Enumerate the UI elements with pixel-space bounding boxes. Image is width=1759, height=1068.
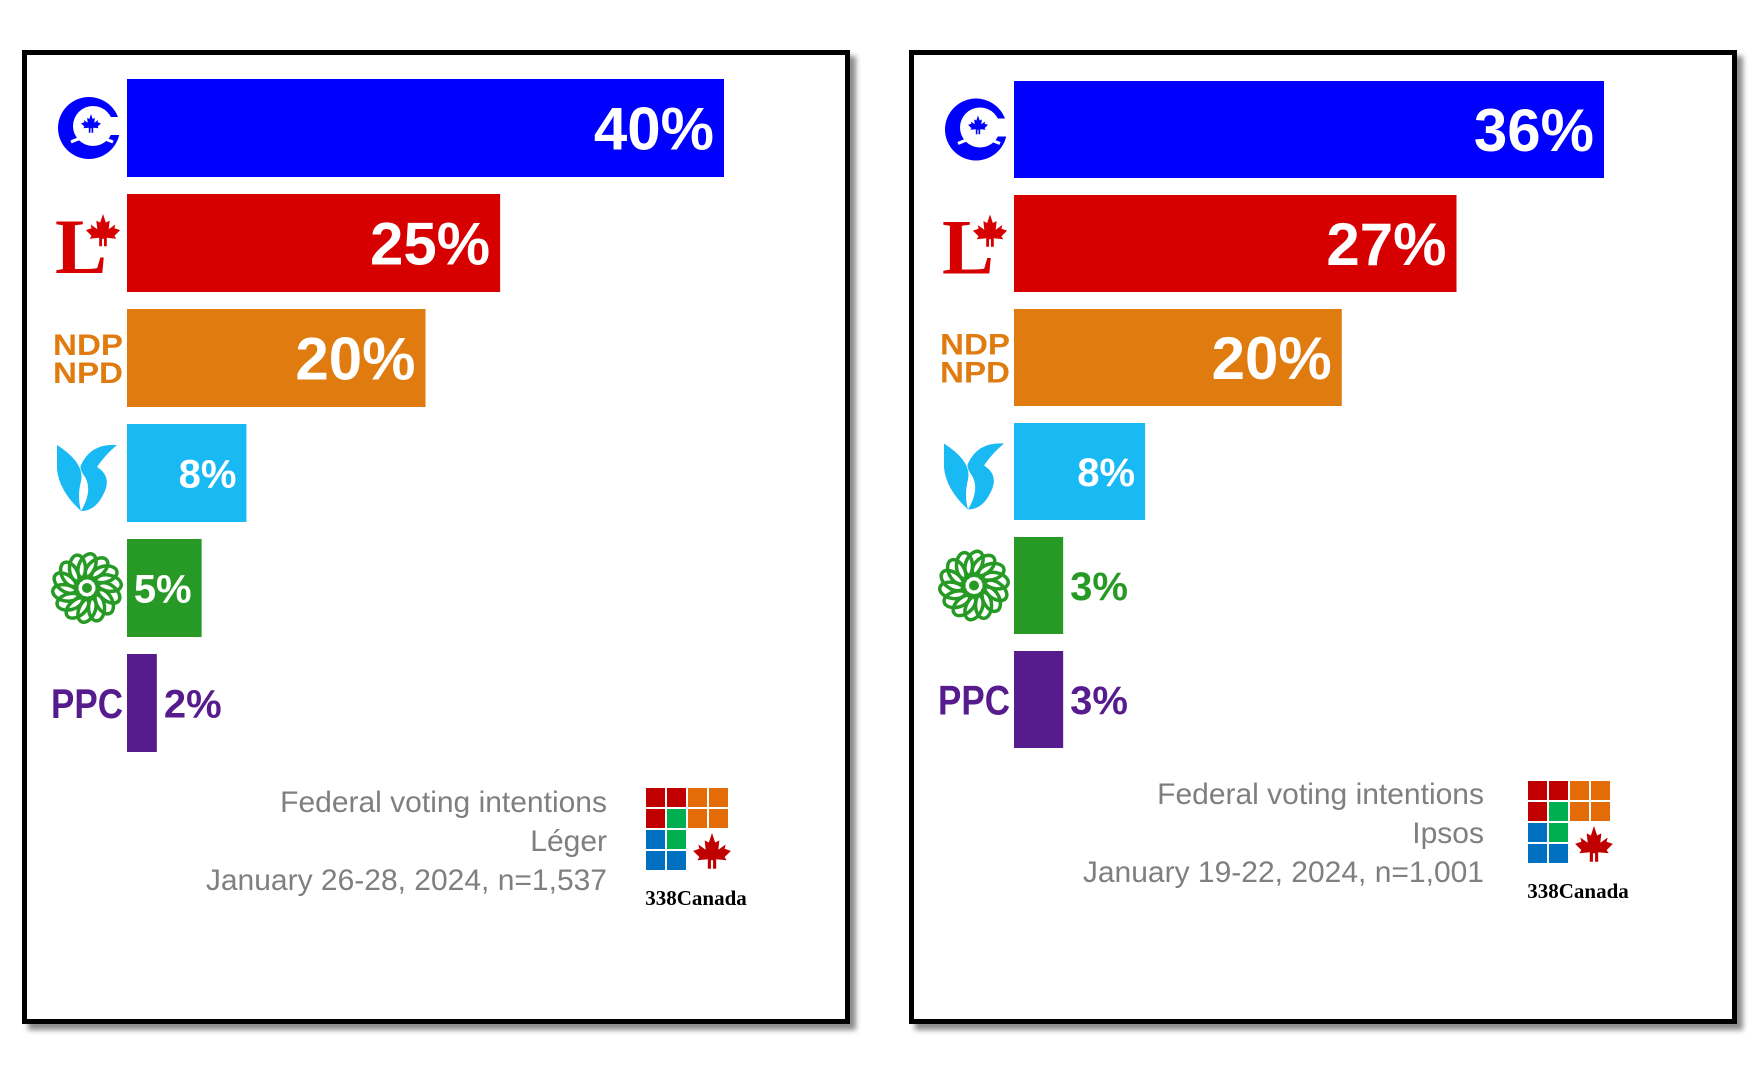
- bloc-logo-icon: [57, 444, 117, 511]
- caption-pollster: Ipsos: [1412, 817, 1484, 850]
- grid-maple-leaf-icon: [646, 788, 731, 870]
- caption-dates: January 19-22, 2024, n=1,001: [1082, 856, 1484, 889]
- brand-name: 338Canada: [645, 886, 747, 910]
- bar-bq: [1014, 423, 1146, 520]
- logo-square: [1570, 802, 1589, 821]
- bar-cpc: [127, 79, 724, 177]
- brand-logo-338canada: 338Canada: [1527, 781, 1629, 903]
- logo-square: [1528, 844, 1547, 863]
- logo-square: [667, 788, 686, 807]
- ppc-logo-text: PPC: [51, 680, 123, 727]
- brand-name: 338Canada: [1527, 879, 1629, 903]
- chart-caption: Federal voting intentions Léger January …: [157, 783, 607, 900]
- bar-lpc: [1014, 195, 1457, 292]
- cpc-logo-icon: [945, 98, 1011, 161]
- liberal-logo-letter: L: [942, 204, 994, 291]
- data-label-ndp: 20%: [295, 326, 415, 393]
- caption-title: Federal voting intentions: [1157, 778, 1484, 811]
- logo-square: [1528, 802, 1547, 821]
- brand-logo-338canada: 338Canada: [645, 788, 747, 910]
- data-label-gpc: 3%: [1070, 565, 1128, 609]
- logo-square: [1549, 844, 1568, 863]
- ndp-logo-text: NDP: [940, 329, 1010, 362]
- maple-leaf-icon: [1575, 826, 1613, 862]
- logo-square: [667, 851, 686, 870]
- green-logo-icon: [50, 551, 124, 625]
- logo-square: [667, 830, 686, 849]
- logo-square: [1570, 781, 1589, 800]
- logo-square: [688, 788, 707, 807]
- logo-square: [709, 809, 728, 828]
- logo-square: [1528, 781, 1547, 800]
- logo-square: [1549, 823, 1568, 842]
- logo-square: [667, 809, 686, 828]
- data-label-bq: 8%: [1077, 451, 1135, 495]
- ppc-logo-text: PPC: [938, 677, 1010, 724]
- data-label-cpc: 36%: [1474, 97, 1594, 164]
- logo-square: [1591, 781, 1610, 800]
- bar-bq: [127, 424, 247, 522]
- logo-square: [646, 830, 665, 849]
- liberal-logo-letter: L: [55, 203, 107, 290]
- cpc-logo-icon: [58, 97, 124, 159]
- caption-title: Federal voting intentions: [280, 786, 607, 819]
- ndp-logo-text: NDP: [53, 329, 123, 362]
- data-label-lpc: 25%: [370, 211, 490, 278]
- bar-ppc: [127, 654, 157, 752]
- caption-dates: January 26-28, 2024, n=1,537: [205, 864, 607, 897]
- data-label-ppc: 3%: [1070, 679, 1128, 723]
- liberal-logo-icon: L: [942, 204, 1008, 291]
- bar-gpc: [127, 539, 202, 637]
- data-label-ndp: 20%: [1212, 325, 1332, 392]
- ppc-logo-icon: PPC: [51, 680, 123, 727]
- bar-gpc: [1014, 537, 1064, 634]
- bar-ppc: [1014, 651, 1064, 748]
- logo-square: [1528, 823, 1547, 842]
- liberal-logo-icon: L: [55, 203, 121, 290]
- logo-square: [646, 851, 665, 870]
- logo-square: [1549, 802, 1568, 821]
- data-label-cpc: 40%: [594, 96, 714, 163]
- grid-maple-leaf-icon: [1528, 781, 1613, 863]
- chart-caption: Federal voting intentions Ipsos January …: [1034, 775, 1484, 892]
- ndp-logo-text: NPD: [53, 357, 123, 390]
- bar-ndp: [127, 309, 426, 407]
- data-label-lpc: 27%: [1326, 211, 1446, 278]
- bar-ndp: [1014, 309, 1342, 406]
- logo-square: [1549, 781, 1568, 800]
- ppc-logo-icon: PPC: [938, 677, 1010, 724]
- logo-square: [1591, 802, 1610, 821]
- ndp-logo-text: NPD: [940, 357, 1010, 390]
- bar-cpc: [1014, 81, 1604, 178]
- logo-square: [709, 788, 728, 807]
- logo-square: [688, 809, 707, 828]
- bar-lpc: [127, 194, 501, 292]
- logo-square: [646, 788, 665, 807]
- data-label-ppc: 2%: [164, 682, 222, 726]
- bloc-logo-icon: [944, 443, 1004, 510]
- poll-chart-ipsos: 36% L 27% NDP NPD 20% 8% 3% PPC 3% Federal voting…: [909, 50, 1737, 1024]
- data-label-gpc: 5%: [134, 567, 192, 611]
- caption-pollster: Léger: [530, 825, 607, 858]
- poll-chart-leger: 40% L 25% NDP NPD 20% 8% 5% PPC 2% Federal voting…: [22, 50, 850, 1024]
- data-label-bq: 8%: [179, 452, 237, 496]
- green-logo-icon: [937, 549, 1011, 622]
- maple-leaf-icon: [693, 833, 731, 869]
- logo-square: [646, 809, 665, 828]
